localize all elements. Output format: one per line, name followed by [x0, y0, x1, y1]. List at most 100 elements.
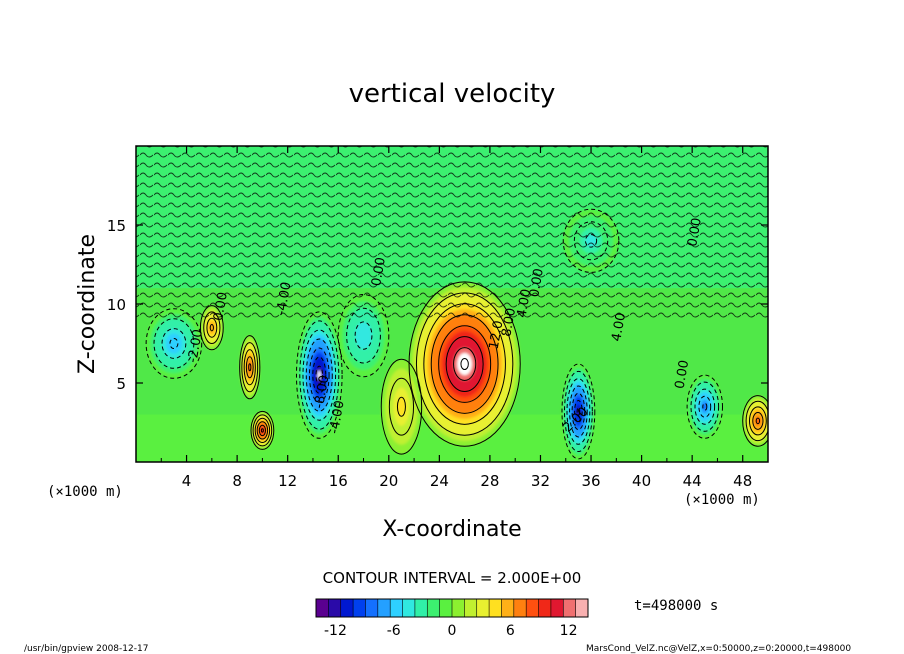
x-tick-label-20: 20: [379, 472, 398, 490]
x-axis-label: X-coordinate: [382, 517, 521, 542]
colorbar-swatch-10: [439, 599, 453, 617]
colorbar: -12 -6 0 6 12: [315, 598, 589, 639]
footer-left: /usr/bin/gpview 2008-12-17: [24, 644, 148, 654]
colorbar-swatch-12: [464, 599, 478, 617]
y-axis-label: Z-coordinate: [75, 234, 100, 374]
contour-label-0: 0.00: [369, 256, 389, 287]
blob-2-contour-8: [571, 392, 586, 431]
blob-2-contour-12: [576, 407, 581, 416]
blob-11-level-4: [397, 397, 406, 417]
blob-1-contour-8: [308, 347, 330, 403]
colorbar-tick-label-6: 6: [506, 623, 515, 639]
blob-11-contour-4: [396, 396, 406, 417]
blob-7-contour-0: [250, 410, 275, 450]
blob-3-contour-4: [694, 388, 716, 425]
time-label: t=498000 s: [634, 598, 718, 614]
blob-3-contour-6: [698, 395, 712, 418]
colorbar-swatch-21: [575, 599, 589, 617]
contour-label-10: 4.00: [609, 312, 629, 343]
colorbar-frame: [315, 598, 589, 618]
blob-9-contour-4: [354, 321, 373, 350]
blob-7-contour-2: [252, 414, 273, 447]
x-tick-label-28: 28: [480, 472, 499, 490]
colorbar-swatch-8: [414, 599, 428, 617]
blob-7-contour-8: [258, 424, 266, 437]
blob-5-contour-2: [241, 342, 259, 393]
blob-9-level-5: [359, 328, 368, 343]
blob-4-level-8: [756, 418, 760, 424]
blob-9-contour-0: [337, 294, 390, 378]
colorbar-tick-label--6: -6: [387, 623, 401, 639]
contour-label-11: 0.00: [685, 217, 705, 248]
blob-3-contour-2: [690, 381, 720, 432]
blob-2-contour-10: [574, 400, 583, 423]
chart-title: vertical velocity: [349, 79, 556, 109]
blob-3-contour-8: [702, 402, 708, 411]
colorbar-tick-label-12: 12: [560, 623, 578, 639]
blob-4-contour-2: [745, 400, 768, 442]
blob-0-contour-8: [438, 325, 492, 403]
blob-4-contour-6: [752, 412, 764, 430]
colorbar-tick-label-0: 0: [448, 623, 457, 639]
contour-label-2: 0.00: [211, 291, 231, 322]
contour-label-9: 0.00: [527, 267, 547, 298]
colorbar-swatch-5: [377, 599, 391, 617]
blob-1-level-13: [317, 370, 321, 380]
x-tick-label-44: 44: [683, 472, 702, 490]
contour-label-1: -4.00: [274, 281, 295, 317]
colorbar-swatch-19: [550, 599, 564, 617]
contour-label-4: -8.00: [312, 374, 333, 410]
plot-area: 0.00-4.000.00-2.00-8.00-4.0012.08.004.00…: [135, 145, 769, 463]
blob-11-contour-0: [380, 358, 423, 455]
blob-6-level-6: [210, 324, 214, 331]
contour-label-3: -2.00: [185, 328, 206, 364]
blob-1-contour-2: [299, 320, 340, 430]
blob-8-level-6: [169, 338, 178, 349]
x-tick-label-32: 32: [531, 472, 550, 490]
blob-5-contour-4: [243, 349, 256, 386]
x-tick-label-8: 8: [232, 472, 242, 490]
contour-interval-text: CONTOUR INTERVAL = 2.000E+00: [323, 569, 582, 587]
blob-0-level-14: [460, 358, 469, 370]
y-tick-label-15: 15: [107, 217, 126, 235]
blob-0-contour-14: [460, 358, 469, 371]
contour-label-6: 12.0: [487, 319, 507, 350]
x-tick-label-12: 12: [278, 472, 297, 490]
footer-right: MarsCond_VelZ.nc@VelZ,x=0:50000,z=0:2000…: [586, 644, 851, 654]
blob-3-level-8: [702, 403, 707, 411]
colorbar-swatch-1: [328, 599, 342, 617]
y-tick-label-10: 10: [107, 296, 126, 314]
colorbar-swatch-16: [513, 599, 527, 617]
blob-8-contour-2: [153, 318, 195, 369]
colorbar-swatch-15: [501, 599, 515, 617]
blob-2-contour-4: [566, 378, 591, 445]
colorbar-swatch-2: [340, 599, 354, 617]
x-unit-right: (×1000 m): [684, 492, 760, 508]
x-tick-label-40: 40: [632, 472, 651, 490]
colorbar-swatch-20: [563, 599, 577, 617]
blob-7-contour-6: [256, 421, 269, 440]
blob-4-contour-8: [755, 417, 761, 425]
turbulent-contours: [136, 146, 768, 320]
contour-label-7: 8.00: [499, 307, 519, 338]
x-tick-label-24: 24: [430, 472, 449, 490]
x-tick-label-48: 48: [733, 472, 752, 490]
blob-8-contour-6: [169, 338, 179, 349]
contour-label-12: 0.00: [672, 359, 692, 390]
blob-0-contour-10: [445, 336, 484, 392]
blob-1-contour-12: [315, 365, 324, 385]
contour-label-5: -4.00: [327, 399, 348, 435]
colorbar-swatch-14: [489, 599, 502, 617]
colorbar-swatch-0: [316, 599, 329, 617]
blob-7-contour-10: [260, 428, 264, 433]
blob-1-contour-6: [305, 338, 333, 412]
blob-4-contour-0: [742, 395, 768, 447]
x-tick-label-36: 36: [581, 472, 600, 490]
x-tick-label-16: 16: [329, 472, 348, 490]
blob-0-contour-12: [453, 347, 477, 381]
y-tick-label-5: 5: [116, 375, 126, 393]
blob-1-contour-10: [312, 356, 327, 394]
blob-2-contour-0: [561, 363, 596, 460]
blob-2-contour-6: [569, 385, 588, 438]
